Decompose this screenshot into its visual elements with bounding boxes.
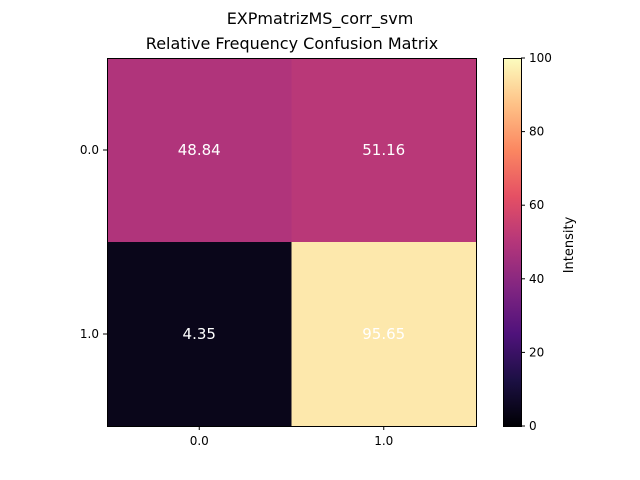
heatmap-cell-r0-c0 [107,58,292,243]
y-axis-ticks: 0.0 1.0 [80,143,107,341]
y-tick-label: 0.0 [80,143,99,157]
x-tick-label: 1.0 [374,434,393,448]
colorbar-frame [503,58,522,427]
colorbar-tick-label: 40 [529,272,544,286]
heatmap-cell-r1-c0 [107,242,292,427]
plot-frame [107,58,477,427]
colorbar-tick-label: 60 [529,198,544,212]
chart-title: Relative Frequency Confusion Matrix [146,34,438,53]
heatmap-cell-r0-c1 [291,58,477,243]
x-tick-label: 0.0 [190,434,209,448]
cell-value-label-r0-c0: 48.84 [178,141,221,159]
heatmap-cells: 48.84 51.16 4.35 95.65 [107,58,477,427]
colorbar-tick-label: 80 [529,125,544,139]
heatmap-cell-r1-c1 [291,242,477,427]
y-tick-label: 1.0 [80,327,99,341]
colorbar-tick-label: 20 [529,345,544,359]
figure-suptitle: EXPmatrizMS_corr_svm [227,9,414,29]
x-axis-ticks: 0.0 1.0 [190,426,393,448]
colorbar-gradient [503,58,521,426]
colorbar-label: Intensity [562,216,577,273]
cell-value-label-r1-c1: 95.65 [362,325,405,343]
colorbar-ticks: 0 20 40 60 80 100 [521,51,552,433]
cell-value-label-r1-c0: 4.35 [183,325,216,343]
colorbar-tick-label: 0 [529,419,537,433]
cell-value-label-r0-c1: 51.16 [362,141,405,159]
colorbar-tick-label: 100 [529,51,552,65]
